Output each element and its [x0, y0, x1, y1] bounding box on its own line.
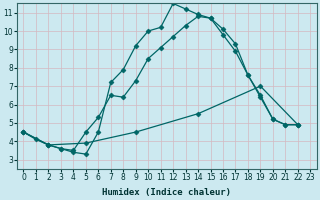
X-axis label: Humidex (Indice chaleur): Humidex (Indice chaleur) [102, 188, 231, 197]
